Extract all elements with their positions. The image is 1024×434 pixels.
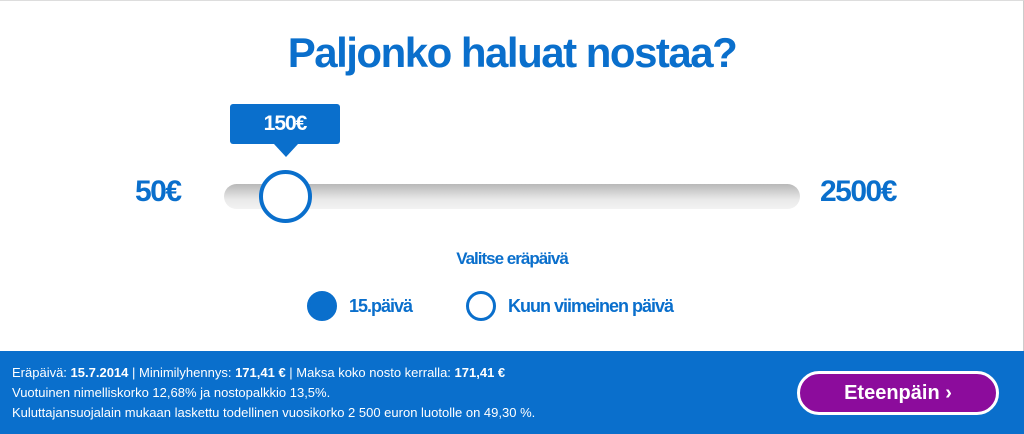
- radio-label: Kuun viimeinen päivä: [508, 295, 674, 316]
- next-button[interactable]: Eteenpäin ›: [797, 371, 999, 415]
- summary-line-3: Kuluttajansuojalain mukaan laskettu tode…: [12, 405, 536, 420]
- radio-last-day-of-month[interactable]: Kuun viimeinen päivä: [466, 291, 674, 321]
- radio-label: 15.päivä: [349, 295, 413, 316]
- due-date-label: Valitse eräpäivä: [456, 249, 569, 268]
- radio-15th-day[interactable]: 15.päivä: [307, 291, 413, 321]
- summary-line-1: Eräpäivä: 15.7.2014 | Minimilyhennys: 17…: [12, 363, 1024, 383]
- radio-selected-icon: [307, 291, 337, 321]
- min-payment-value: 171,41 €: [235, 365, 286, 380]
- amount-slider-handle[interactable]: [259, 170, 312, 223]
- full-payment-key: | Maksa koko nosto kerralla:: [285, 365, 455, 380]
- slider-min-label: 50€: [135, 175, 182, 208]
- page-title: Paljonko haluat nostaa?: [287, 29, 738, 76]
- amount-slider-track[interactable]: [224, 184, 800, 209]
- radio-unselected-icon: [466, 291, 496, 321]
- summary-line-2: Vuotuinen nimelliskorko 12,68% ja nostop…: [12, 385, 331, 400]
- due-date-key: Eräpäivä:: [12, 365, 71, 380]
- due-date-value: 15.7.2014: [70, 365, 129, 380]
- slider-max-label: 2500€: [820, 175, 897, 208]
- min-payment-key: | Minimilyhennys:: [128, 365, 236, 380]
- slider-value-tooltip: 150€: [230, 104, 340, 157]
- full-payment-value: 171,41 €: [454, 365, 506, 380]
